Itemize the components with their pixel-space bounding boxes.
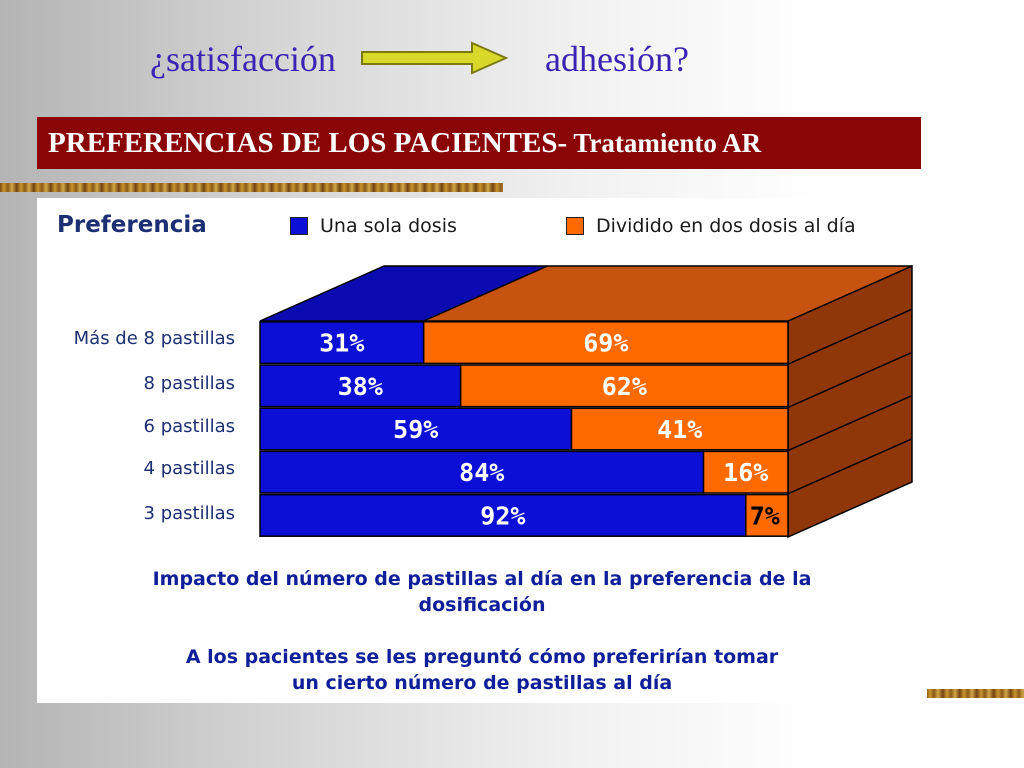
slide-title-right: adhesión? — [545, 39, 689, 79]
bar-series-1 — [259, 364, 462, 408]
bar-series-1 — [259, 321, 425, 365]
bar-series-2 — [570, 407, 789, 451]
data-label-series-1: 59% — [393, 415, 438, 444]
data-label-series-2: 7% — [750, 501, 780, 530]
bar-series-1 — [259, 407, 573, 451]
legend-swatch — [566, 217, 584, 235]
bar-series-2 — [745, 493, 789, 537]
banner-rest: Tratamiento AR — [567, 128, 762, 158]
category-label: 4 pastillas — [143, 458, 235, 479]
data-label-series-1: 84% — [459, 458, 504, 487]
data-label-series-1: 38% — [338, 372, 383, 401]
legend-label: Una sola dosis — [320, 215, 457, 237]
data-label-series-1: 31% — [319, 329, 364, 358]
side-face-rib — [787, 438, 913, 495]
slide-title-left: ¿satisfacción — [150, 39, 336, 79]
bar-series-2 — [459, 364, 789, 408]
data-label-series-2: 16% — [723, 458, 768, 487]
legend-swatch — [290, 217, 308, 235]
data-label-series-2: 69% — [583, 329, 628, 358]
section-banner: PREFERENCIAS DE LOS PACIENTES- Tratamien… — [37, 117, 921, 169]
side-face-rib — [787, 351, 913, 409]
legend-item-una-sola-dosis: Una sola dosis — [290, 215, 457, 237]
bar-series-1 — [259, 450, 705, 494]
bar-series-2 — [422, 321, 789, 365]
side-face-rib — [787, 308, 913, 365]
caption-line-4: un cierto número de pastillas al día — [291, 672, 673, 694]
legend-label: Dividido en dos dosis al día — [596, 215, 856, 237]
legend-item-dividido: Dividido en dos dosis al día — [566, 215, 856, 237]
category-label: 3 pastillas — [143, 503, 235, 524]
category-label: Más de 8 pastillas — [73, 328, 235, 349]
category-label: 8 pastillas — [143, 373, 235, 394]
caption-line-1: Impacto del número de pastillas al día e… — [152, 568, 812, 590]
chart-title: Preferencia — [57, 212, 207, 238]
data-label-series-2: 41% — [657, 415, 702, 444]
chart-panel: Preferencia Una sola dosis Dividido en d… — [37, 198, 927, 703]
stacked-bar-chart: 31% 69% 38% 62% 59% 41% 84% 16% 92% 7% — [259, 264, 913, 539]
data-label-series-1: 92% — [480, 501, 525, 530]
arrow-right-icon — [361, 41, 509, 75]
data-label-series-2: 62% — [602, 372, 647, 401]
caption-line-3: A los pacientes se les preguntó cómo pre… — [185, 646, 779, 668]
side-face-rib — [787, 394, 913, 452]
decorative-texture-bar-right — [926, 689, 1024, 698]
decorative-texture-bar — [0, 183, 503, 192]
banner-strong: PREFERENCIAS DE LOS PACIENTES- — [48, 127, 568, 159]
category-label: 6 pastillas — [143, 416, 235, 437]
caption-line-2: dosificación — [418, 594, 546, 616]
top-face-series-2 — [423, 265, 913, 322]
bar-series-2 — [702, 450, 789, 494]
